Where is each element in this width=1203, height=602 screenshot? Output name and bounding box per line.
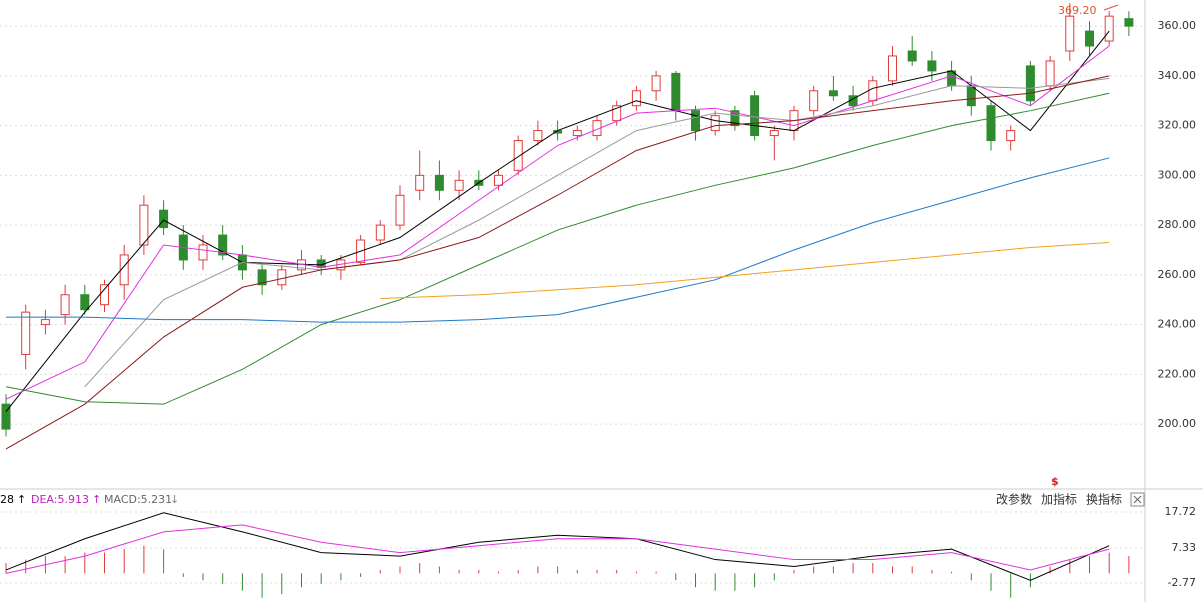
line [5, 512, 1110, 581]
candle-body [454, 179, 464, 191]
candle-body [828, 90, 838, 97]
line [5, 92, 1110, 405]
candle-body [986, 105, 996, 142]
candle-body [375, 224, 385, 241]
max-arrow [1103, 4, 1119, 11]
candle-body [40, 319, 50, 326]
candle-body [730, 110, 740, 127]
candle-body [750, 95, 760, 137]
candle-body [415, 174, 425, 191]
y-tick-label: 260.00 [1158, 268, 1197, 281]
candle-body [60, 294, 70, 316]
max-label: 369.20 [1058, 4, 1097, 17]
y-tick-label: 300.00 [1158, 168, 1197, 181]
y-tick-label: 320.00 [1158, 119, 1197, 132]
candle-body [631, 90, 641, 107]
candle-body [868, 80, 878, 102]
close-button[interactable] [1130, 492, 1145, 507]
y-tick-label: 240.00 [1158, 318, 1197, 331]
candle-body [395, 194, 405, 226]
candle-body [710, 115, 720, 132]
candle-body [533, 130, 543, 142]
dif-label: 28 [0, 493, 14, 506]
candle-body [966, 85, 976, 107]
y-tick-label: 280.00 [1158, 218, 1197, 231]
candle-body [1065, 15, 1075, 52]
candle-body [21, 311, 31, 355]
candle-body [691, 110, 700, 132]
candle-body [907, 50, 917, 62]
candle-body [651, 75, 661, 92]
candle-body [434, 174, 444, 191]
candle-body [809, 90, 819, 112]
candle-body [139, 204, 149, 246]
candle-body [100, 284, 109, 306]
y-tick-label: 360.00 [1158, 19, 1197, 32]
candle-body [257, 269, 267, 286]
arrow: ↑ [92, 493, 101, 506]
y-tick-label: 200.00 [1158, 417, 1197, 430]
y-tick-label: 340.00 [1158, 69, 1197, 82]
candle-body [927, 60, 937, 72]
candle-body [513, 140, 523, 171]
candle-body [1, 403, 11, 430]
dea-label: DEA:5.913 [31, 493, 89, 506]
candle-body [572, 130, 582, 137]
candle-body [1045, 60, 1055, 87]
candle-body [1025, 65, 1035, 102]
line [380, 242, 1110, 299]
candle-body [218, 234, 228, 256]
line [5, 524, 1110, 574]
toolbar-button[interactable]: 加指标 [1041, 492, 1077, 507]
toolbar-button[interactable]: 改参数 [996, 492, 1032, 507]
candle-body [1124, 18, 1134, 27]
line [5, 75, 1110, 450]
candle-body [159, 209, 169, 229]
candle-body [671, 72, 681, 112]
line [84, 77, 1110, 388]
candle-body [888, 55, 897, 82]
arrow: ↓ [170, 493, 179, 506]
line [5, 45, 1110, 400]
candle-body [612, 105, 622, 122]
candle-body [1085, 30, 1094, 47]
candle-body [277, 269, 287, 286]
candle-body [80, 294, 90, 311]
line [5, 30, 1110, 412]
candle-body [494, 174, 503, 186]
candle-body [1104, 15, 1114, 42]
y-tick-label: 7.33 [1172, 541, 1197, 554]
marker: $ [1051, 475, 1059, 488]
candle-body [119, 254, 129, 286]
toolbar-button[interactable]: 换指标 [1086, 492, 1122, 507]
y-tick-label: -2.77 [1168, 576, 1196, 589]
candle-body [1006, 130, 1016, 142]
arrow: ↑ [17, 493, 26, 506]
y-tick-label: 17.72 [1165, 505, 1197, 518]
line [6, 157, 1110, 323]
candle-body [198, 244, 208, 261]
macd-label: MACD:5.231 [104, 493, 172, 506]
candle-body [769, 130, 779, 137]
y-tick-label: 220.00 [1158, 367, 1197, 380]
